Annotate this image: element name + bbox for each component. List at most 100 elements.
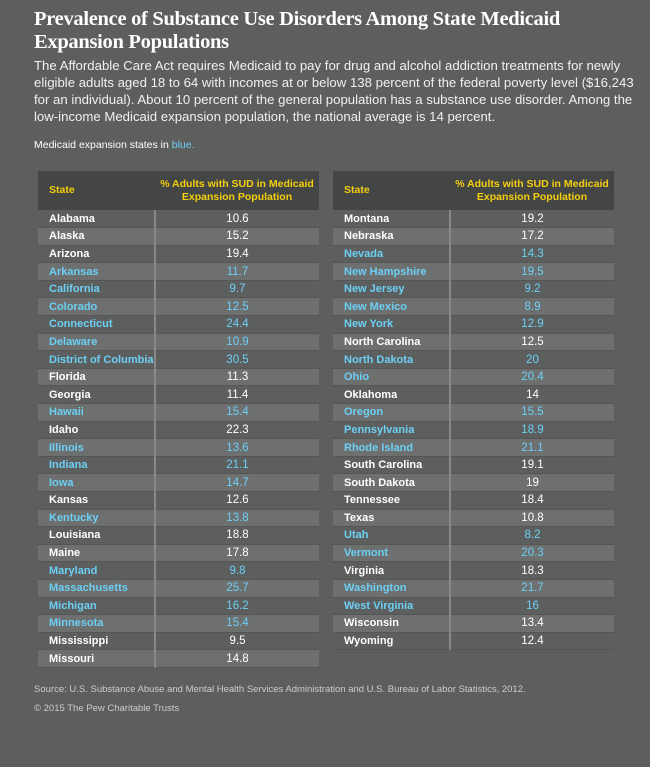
state-name: North Dakota xyxy=(333,350,451,369)
state-name: Vermont xyxy=(333,544,451,563)
sud-value: 14.8 xyxy=(155,649,319,668)
table-row: Illinois 13.6 xyxy=(38,438,319,457)
state-name: Indiana xyxy=(38,456,156,475)
table-row: Iowa 14.7 xyxy=(38,473,319,492)
state-name: Delaware xyxy=(38,333,156,352)
sud-value: 19.5 xyxy=(450,262,614,281)
table-row: Alabama 10.6 xyxy=(38,210,319,229)
sud-value: 9.8 xyxy=(155,561,319,580)
state-name: Maine xyxy=(38,544,156,563)
table-row: Minnesota 15.4 xyxy=(38,614,319,633)
state-name: Utah xyxy=(333,526,451,545)
sud-value: 21.1 xyxy=(155,456,319,475)
sud-value: 8.2 xyxy=(450,526,614,545)
table-row: West Virginia 16 xyxy=(333,597,614,616)
sud-value: 21.1 xyxy=(450,438,614,457)
state-name: Oklahoma xyxy=(333,385,451,405)
copyright: © 2015 The Pew Charitable Trusts xyxy=(34,702,180,714)
state-name: Hawaii xyxy=(38,403,156,422)
sud-value: 18.9 xyxy=(450,421,614,440)
state-name: Wyoming xyxy=(333,632,451,651)
table-row: Washington 21.7 xyxy=(333,579,614,598)
state-name: Kansas xyxy=(38,491,156,510)
sud-value: 15.2 xyxy=(155,227,319,246)
legend-note: Medicaid expansion states in blue. xyxy=(34,139,650,152)
sud-value: 14 xyxy=(450,385,614,405)
table-row: Utah 8.2 xyxy=(333,526,614,545)
table-row: Pennsylvania 18.9 xyxy=(333,421,614,440)
state-name: Pennsylvania xyxy=(333,421,451,440)
table-row: Colorado 12.5 xyxy=(38,297,319,317)
state-name: District of Columbia xyxy=(38,350,156,369)
state-name: South Carolina xyxy=(333,456,451,475)
table-row: Rhode Island 21.1 xyxy=(333,438,614,457)
sud-value: 19.4 xyxy=(155,245,319,264)
col-header-value: % Adults with SUD in Medicaid Expansion … xyxy=(450,171,614,210)
sud-value: 17.2 xyxy=(450,227,614,246)
table-row: California 9.7 xyxy=(38,280,319,299)
state-name: Georgia xyxy=(38,385,156,405)
state-name: New York xyxy=(333,315,451,334)
state-name: New Mexico xyxy=(333,297,451,317)
state-name: Florida xyxy=(38,368,156,387)
sud-value: 15.5 xyxy=(450,403,614,422)
sud-value: 9.5 xyxy=(155,632,319,651)
state-name: Alabama xyxy=(38,210,156,229)
table-row: Wyoming 12.4 xyxy=(333,632,614,651)
sud-value: 20 xyxy=(450,350,614,369)
sud-value: 11.7 xyxy=(155,262,319,281)
state-name: Colorado xyxy=(38,297,156,317)
state-name: Nevada xyxy=(333,245,451,264)
state-name: Illinois xyxy=(38,438,156,457)
sud-value: 8.9 xyxy=(450,297,614,317)
table-row: Arizona 19.4 xyxy=(38,245,319,264)
state-table-left: State% Adults with SUD in Medicaid Expan… xyxy=(38,171,319,668)
state-name: Mississippi xyxy=(38,632,156,651)
table-row: New Hampshire 19.5 xyxy=(333,262,614,281)
table-row: Tennessee 18.4 xyxy=(333,491,614,510)
table-row: Georgia 11.4 xyxy=(38,385,319,405)
table-row: South Carolina 19.1 xyxy=(333,456,614,475)
table-row: Vermont 20.3 xyxy=(333,544,614,563)
sud-value: 20.4 xyxy=(450,368,614,387)
table-row: Nebraska 17.2 xyxy=(333,227,614,246)
table-row: Ohio 20.4 xyxy=(333,368,614,387)
sud-value: 24.4 xyxy=(155,315,319,334)
state-name: Minnesota xyxy=(38,614,156,633)
state-name: Virginia xyxy=(333,561,451,580)
table-row: North Carolina 12.5 xyxy=(333,333,614,352)
note-text: Medicaid expansion states in xyxy=(34,139,172,151)
state-name: Montana xyxy=(333,210,451,229)
table-row: South Dakota 19 xyxy=(333,473,614,492)
table-row: Montana 19.2 xyxy=(333,210,614,229)
sud-value: 30.5 xyxy=(155,350,319,369)
table-row: New Mexico 8.9 xyxy=(333,297,614,317)
table-row: Mississippi 9.5 xyxy=(38,632,319,651)
table-row: Texas 10.8 xyxy=(333,509,614,528)
sud-value: 12.9 xyxy=(450,315,614,334)
sud-value: 13.6 xyxy=(155,438,319,457)
table-row: Oklahoma 14 xyxy=(333,385,614,405)
sud-value: 19.1 xyxy=(450,456,614,475)
state-name: Maryland xyxy=(38,561,156,580)
table-row: Wisconsin 13.4 xyxy=(333,614,614,633)
state-name: Michigan xyxy=(38,597,156,616)
table-row: Florida 11.3 xyxy=(38,368,319,387)
state-name: Arkansas xyxy=(38,262,156,281)
table-row: New York 12.9 xyxy=(333,315,614,334)
table-row: Hawaii 15.4 xyxy=(38,403,319,422)
state-name: Wisconsin xyxy=(333,614,451,633)
sud-value: 9.2 xyxy=(450,280,614,299)
intro-text: The Affordable Care Act requires Medicai… xyxy=(34,58,634,124)
sud-value: 21.7 xyxy=(450,579,614,598)
sud-value: 18.8 xyxy=(155,526,319,545)
table-row: Maine 17.8 xyxy=(38,544,319,563)
state-name: Kentucky xyxy=(38,509,156,528)
table-row: Delaware 10.9 xyxy=(38,333,319,352)
table-row: Oregon 15.5 xyxy=(333,403,614,422)
state-name: Iowa xyxy=(38,473,156,492)
sud-value: 12.5 xyxy=(450,333,614,352)
table-row: Missouri 14.8 xyxy=(38,649,319,668)
state-name: New Jersey xyxy=(333,280,451,299)
sud-value: 10.6 xyxy=(155,210,319,229)
